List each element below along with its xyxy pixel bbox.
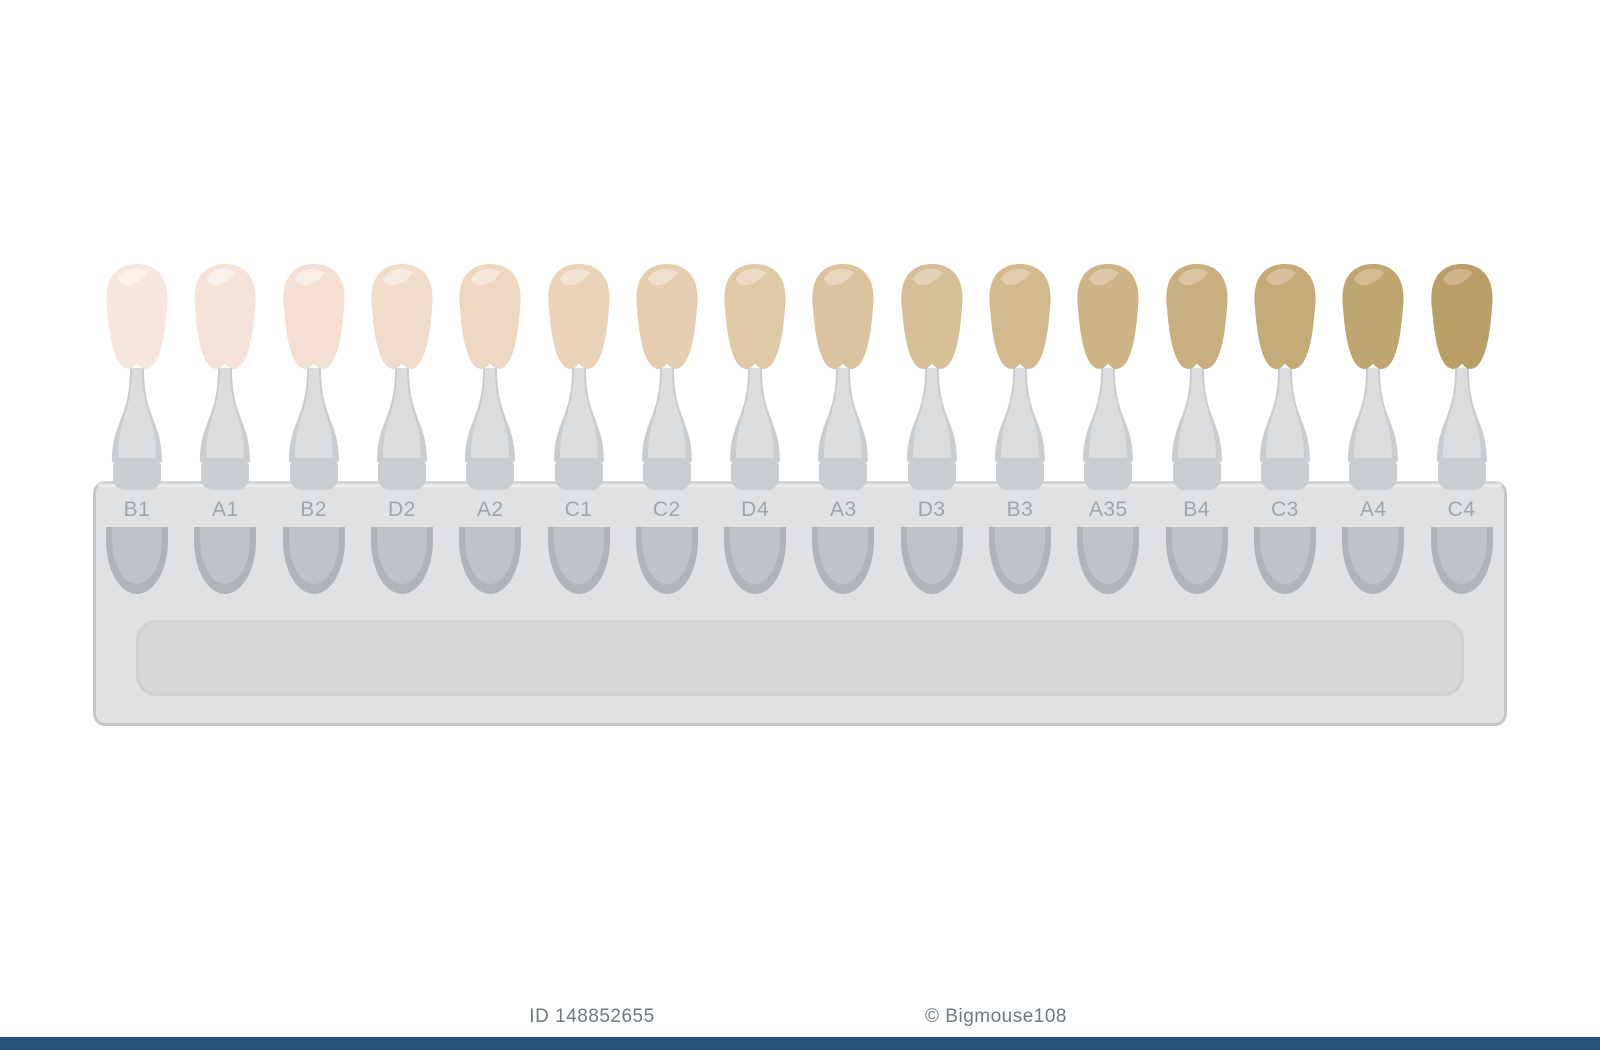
shade-label: A1	[212, 498, 239, 522]
footer-bar	[0, 1037, 1600, 1050]
stem-neck	[1256, 368, 1314, 467]
shade-label: C1	[565, 498, 593, 522]
stem-neck	[550, 368, 608, 467]
stem-neck	[726, 368, 784, 467]
shade-label: B2	[300, 498, 327, 522]
tooth-sample	[1074, 264, 1142, 370]
stem-neck	[903, 368, 961, 467]
stem-neck	[1344, 368, 1402, 467]
tooth-sample	[721, 264, 789, 370]
shade-guide-figure: B1 A1 B2 D2 A2 C1 C2 D4 A3 D3 B3 A35 B4 C3 A4 C4 ID 1488…	[0, 0, 1600, 1050]
tooth-sample	[809, 264, 877, 370]
stem-neck	[461, 368, 519, 467]
shade-label: A4	[1360, 498, 1387, 522]
tooth-sample	[633, 264, 701, 370]
stem-neck	[196, 368, 254, 467]
shade-label: A35	[1089, 498, 1128, 522]
tooth-sample	[456, 264, 524, 370]
stem-neck	[814, 368, 872, 467]
tooth-sample	[986, 264, 1054, 370]
tooth-sample	[1339, 264, 1407, 370]
shade-label: D3	[918, 498, 946, 522]
tooth-sample	[1163, 264, 1231, 370]
tooth-sample	[368, 264, 436, 370]
shade-label: C3	[1271, 498, 1299, 522]
stem-neck	[1168, 368, 1226, 467]
holder-inset	[136, 620, 1464, 696]
shade-label: D4	[741, 498, 769, 522]
tooth-sample	[280, 264, 348, 370]
shade-label: B3	[1007, 498, 1034, 522]
shade-label: C2	[653, 498, 681, 522]
stem-neck	[1433, 368, 1491, 467]
shade-label: B4	[1183, 498, 1210, 522]
shade-label: D2	[388, 498, 416, 522]
tooth-sample	[1428, 264, 1496, 370]
tooth-sample	[1251, 264, 1319, 370]
stem-neck	[285, 368, 343, 467]
shade-label: A2	[477, 498, 504, 522]
shade-label: C4	[1448, 498, 1476, 522]
stem-neck	[108, 368, 166, 467]
stem-neck	[1079, 368, 1137, 467]
stem-neck	[373, 368, 431, 467]
stem-neck	[991, 368, 1049, 467]
tooth-sample	[898, 264, 966, 370]
stem-neck	[638, 368, 696, 467]
shade-label: A3	[830, 498, 857, 522]
tooth-sample	[191, 264, 259, 370]
tooth-sample	[545, 264, 613, 370]
tooth-sample	[103, 264, 171, 370]
stock-id: ID 148852655	[529, 1006, 654, 1028]
stock-author: © Bigmouse108	[925, 1006, 1067, 1028]
shade-label: B1	[124, 498, 151, 522]
